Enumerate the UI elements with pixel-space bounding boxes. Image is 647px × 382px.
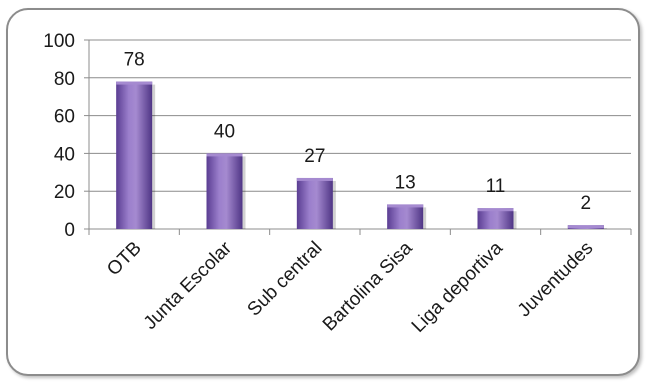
data-label: 2 <box>581 193 592 214</box>
y-tick-label: 80 <box>54 69 75 90</box>
y-tick-label: 20 <box>54 182 75 203</box>
y-tick-label: 40 <box>54 144 75 165</box>
category-label: Liga deportiva <box>408 237 508 337</box>
data-label: 13 <box>395 172 416 193</box>
bar-liga-deportiva <box>477 208 514 229</box>
bar-junta-escolar <box>206 153 243 229</box>
y-tick-label: 100 <box>43 31 75 52</box>
category-label: Sub central <box>244 238 327 321</box>
bar-bartolina-sisa <box>387 204 424 229</box>
bar-top-highlight <box>116 81 153 85</box>
bars <box>116 81 607 229</box>
category-label: Junta Escolar <box>140 237 237 334</box>
y-tick-label: 60 <box>54 107 75 128</box>
gridlines <box>89 39 631 192</box>
bar-top-highlight <box>296 177 333 181</box>
data-label: 40 <box>214 121 235 142</box>
bar-otb <box>116 81 153 229</box>
data-label: 27 <box>304 146 325 167</box>
y-tick-label: 0 <box>64 220 75 241</box>
data-label: 11 <box>486 176 506 197</box>
bar-top-highlight <box>206 153 243 157</box>
axes <box>84 39 632 235</box>
category-label: OTB <box>103 238 145 280</box>
category-label: Bartolina Sisa <box>319 237 417 335</box>
bar-top-highlight <box>387 204 424 208</box>
bar-top-highlight <box>477 208 514 212</box>
data-labels: 78 40 27 13 11 2 <box>124 50 592 215</box>
bar-top-highlight <box>567 225 604 229</box>
bar-sub-central <box>296 177 333 229</box>
y-tick-labels: 0 20 40 60 80 100 <box>43 31 75 241</box>
data-label: 78 <box>124 50 145 71</box>
category-label: Juventudes <box>514 238 598 322</box>
